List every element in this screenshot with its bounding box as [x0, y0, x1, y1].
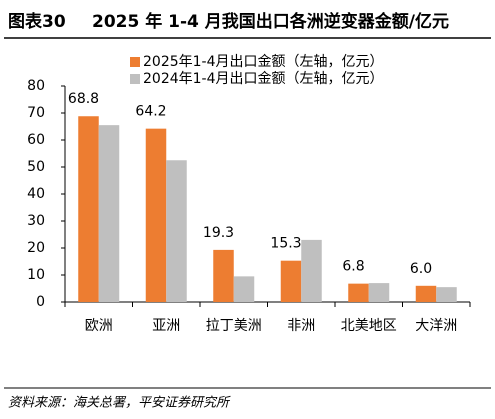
y-tick-label: 0 — [36, 294, 45, 310]
legend-swatch — [130, 74, 140, 84]
y-tick-label: 10 — [27, 267, 45, 283]
value-label: 68.8 — [68, 91, 99, 107]
y-tick-label: 20 — [27, 240, 45, 256]
legend-label: 2025年1-4月出口金额（左轴，亿元） — [143, 54, 384, 70]
value-label: 6.0 — [410, 261, 432, 277]
source-note: 资料来源：海关总署，平安证券研究所 — [8, 395, 231, 411]
bar — [98, 125, 120, 303]
x-tick-label: 欧洲 — [85, 318, 113, 334]
legend-label: 2024年1-4月出口金额（左轴，亿元） — [143, 71, 384, 87]
bar — [436, 287, 457, 302]
y-tick-label: 30 — [27, 213, 45, 229]
bar — [280, 260, 302, 302]
bar — [78, 116, 99, 303]
bar — [145, 128, 167, 302]
title-label: 图表30 — [8, 11, 66, 32]
value-label: 64.2 — [135, 104, 166, 120]
y-tick-label: 70 — [27, 105, 45, 121]
bar — [348, 283, 369, 302]
x-tick-label: 北美地区 — [341, 318, 397, 334]
bar — [301, 239, 322, 302]
chart-title: 2025 年 1-4 月我国出口各洲逆变器金额/亿元 — [92, 11, 449, 32]
x-tick-label: 非洲 — [287, 318, 315, 334]
y-tick-label: 40 — [27, 186, 45, 202]
bar — [213, 249, 234, 302]
x-tick-label: 拉丁美洲 — [206, 318, 262, 334]
bar — [415, 285, 437, 302]
x-tick-label: 亚洲 — [152, 318, 180, 334]
bar — [233, 276, 255, 302]
value-label: 15.3 — [270, 236, 301, 252]
y-tick-label: 50 — [27, 159, 45, 175]
value-label: 6.8 — [342, 259, 364, 275]
bar — [368, 283, 390, 302]
x-tick-label: 大洋洲 — [415, 318, 457, 334]
y-tick-label: 80 — [27, 78, 45, 94]
legend-swatch — [130, 57, 140, 67]
bar — [166, 160, 187, 302]
y-tick-label: 60 — [27, 132, 45, 148]
value-label: 19.3 — [203, 225, 234, 241]
